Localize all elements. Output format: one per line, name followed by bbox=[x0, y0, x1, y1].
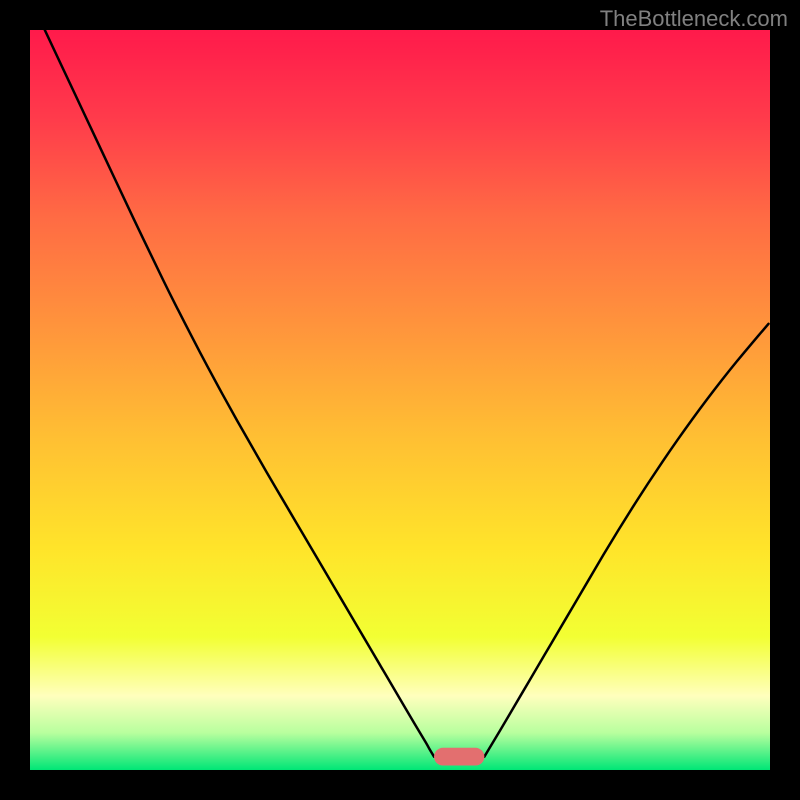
watermark-text: TheBottleneck.com bbox=[600, 6, 788, 32]
plot-area bbox=[30, 30, 770, 770]
bottom-marker bbox=[434, 748, 484, 766]
gradient-background bbox=[30, 30, 770, 770]
chart-svg bbox=[30, 30, 770, 770]
chart-frame: TheBottleneck.com bbox=[0, 0, 800, 800]
